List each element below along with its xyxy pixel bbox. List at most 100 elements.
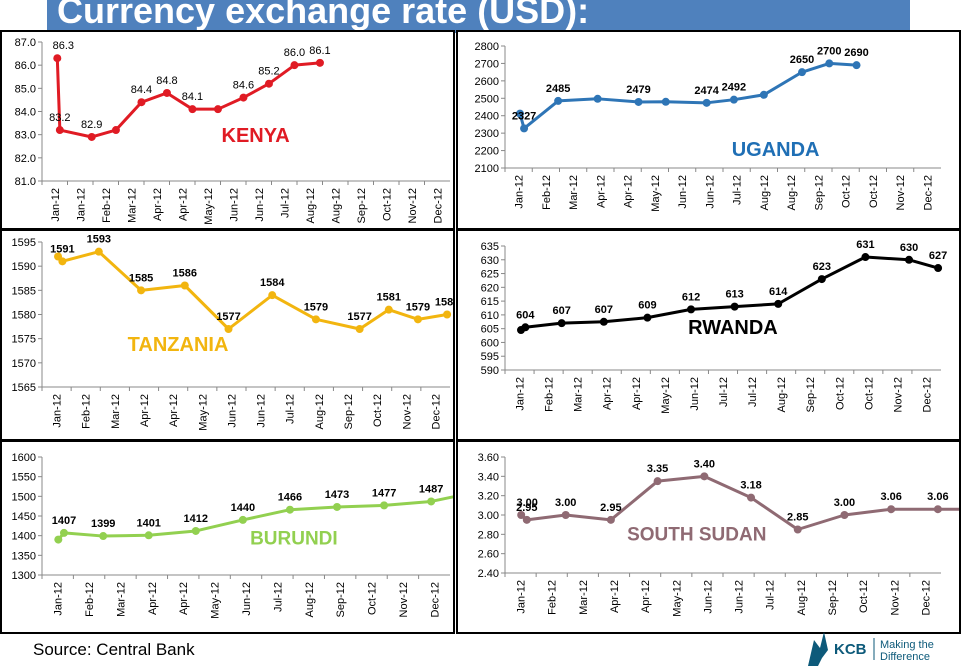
data-point — [180, 281, 189, 290]
x-tick-label: Jul-12 — [765, 580, 777, 610]
x-tick-label: May-12 — [197, 394, 209, 431]
data-label: 612 — [682, 291, 700, 303]
south-sudan-panel: 2.40 2.60 2.80 3.00 3.20 3.40 3.60 Jan-12 Feb-12… — [456, 440, 961, 634]
x-tick-label: Aug-12 — [786, 175, 798, 210]
country-label: RWANDA — [688, 317, 778, 339]
data-point — [54, 535, 63, 544]
x-tick-label: Jun-12 — [734, 580, 746, 614]
data-label: 604 — [516, 309, 535, 321]
x-tick-label: Dec-12 — [920, 580, 932, 615]
data-label: 631 — [856, 239, 874, 251]
data-point — [94, 247, 103, 256]
data-point — [290, 61, 299, 70]
y-tick-label: 1500 — [12, 491, 36, 503]
data-label: 1487 — [419, 483, 443, 495]
x-tick-label: Aug-12 — [314, 394, 326, 429]
data-label: 2485 — [546, 83, 570, 95]
x-tick-label: Sep-12 — [827, 580, 839, 615]
data-label: 1412 — [184, 513, 208, 525]
x-tick-label: Feb-12 — [81, 394, 93, 429]
x-tick-label: Oct-12 — [841, 175, 853, 208]
data-point — [384, 305, 393, 314]
data-point — [162, 88, 171, 97]
x-tick-label: Sep-12 — [356, 188, 368, 223]
x-tick-label: Dec-12 — [429, 582, 441, 617]
x-tick-label: Dec-12 — [430, 394, 442, 429]
x-tick-label: Jun-12 — [241, 582, 253, 616]
y-tick-label: 2600 — [475, 76, 499, 88]
x-tick-label: Nov-12 — [401, 394, 413, 429]
data-point — [137, 98, 146, 107]
data-point — [730, 302, 739, 311]
data-label: 607 — [553, 305, 571, 317]
y-tick-label: 1400 — [12, 531, 36, 543]
y-tick-label: 3.20 — [478, 491, 499, 503]
y-tick-label: 595 — [481, 351, 499, 363]
x-tick-label: Jun-12 — [704, 175, 716, 209]
data-label: 3.00 — [834, 497, 855, 509]
data-point — [599, 317, 608, 326]
data-label: 3.06 — [880, 491, 901, 503]
series-line — [520, 474, 961, 531]
data-point — [561, 511, 570, 519]
x-tick-label: Jul-12 — [732, 175, 744, 205]
data-point — [729, 95, 738, 104]
kenya-chart: 81.0 82.0 83.0 84.0 85.0 86.0 87.0 Jan-12 Jan-12… — [15, 37, 450, 225]
x-tick-label: Aug-12 — [304, 582, 316, 617]
x-tick-label: Oct-12 — [381, 188, 393, 221]
data-label: 607 — [595, 304, 613, 316]
data-label: 1466 — [278, 492, 302, 504]
data-label: 1581 — [377, 292, 401, 304]
data-point — [427, 497, 436, 506]
country-label: UGANDA — [732, 139, 820, 161]
y-tick-label: 610 — [481, 310, 499, 322]
data-label: 1577 — [216, 311, 240, 323]
series-line — [57, 476, 526, 541]
x-tick-label: Jul-12 — [272, 582, 284, 612]
data-point — [661, 97, 670, 106]
x-tick-label: Jun-12 — [702, 580, 714, 614]
data-point — [520, 124, 529, 133]
x-tick-label: Mar-12 — [568, 175, 580, 210]
data-point — [264, 79, 273, 88]
y-tick-label: 83.0 — [15, 130, 36, 142]
y-tick-label: 3.40 — [478, 471, 499, 483]
y-tick-label: 1550 — [12, 472, 36, 484]
x-tick-label: Apr-12 — [623, 175, 635, 208]
data-label: 1591 — [50, 243, 74, 255]
x-tick-label: Jun-12 — [256, 394, 268, 428]
x-tick-label: Aug-12 — [305, 188, 317, 223]
data-label: 86.1 — [309, 45, 330, 57]
data-point — [191, 526, 200, 535]
series-line — [518, 61, 857, 130]
y-tick-label: 600 — [481, 337, 499, 349]
x-tick-label: Sep-12 — [813, 175, 825, 210]
data-label: 2474 — [694, 85, 719, 97]
y-tick-label: 1450 — [12, 511, 36, 523]
x-tick-label: Dec-12 — [921, 377, 933, 412]
x-tick-label: Feb-12 — [541, 175, 553, 210]
x-tick-label: Apr-12 — [152, 188, 164, 221]
data-label: 83.2 — [49, 112, 70, 124]
y-tick-label: 1565 — [12, 382, 36, 394]
data-label: 2650 — [790, 54, 814, 66]
x-tick-label: Jul-12 — [718, 377, 730, 407]
y-tick-label: 2.80 — [478, 529, 499, 541]
y-tick-label: 82.0 — [15, 153, 36, 165]
y-tick-label: 1585 — [12, 285, 36, 297]
x-tick-label: Mar-12 — [110, 394, 122, 429]
logo-tagline-2: Difference — [880, 651, 930, 663]
x-tick-label: Jan-12 — [515, 377, 527, 411]
data-label: 623 — [813, 261, 831, 273]
data-point — [355, 325, 364, 333]
country-label: SOUTH SUDAN — [627, 525, 766, 546]
data-point — [521, 323, 530, 332]
data-label: 1579 — [406, 301, 430, 313]
logo-brand: KCB — [834, 641, 867, 658]
x-tick-label: Jun-12 — [226, 394, 238, 428]
data-point — [817, 275, 826, 284]
data-point — [224, 325, 233, 333]
x-tick-label: Aug-12 — [330, 188, 342, 223]
charts-grid: 81.0 82.0 83.0 84.0 85.0 86.0 87.0 Jan-12 Jan-12… — [0, 30, 961, 634]
data-label: 84.4 — [131, 84, 152, 96]
